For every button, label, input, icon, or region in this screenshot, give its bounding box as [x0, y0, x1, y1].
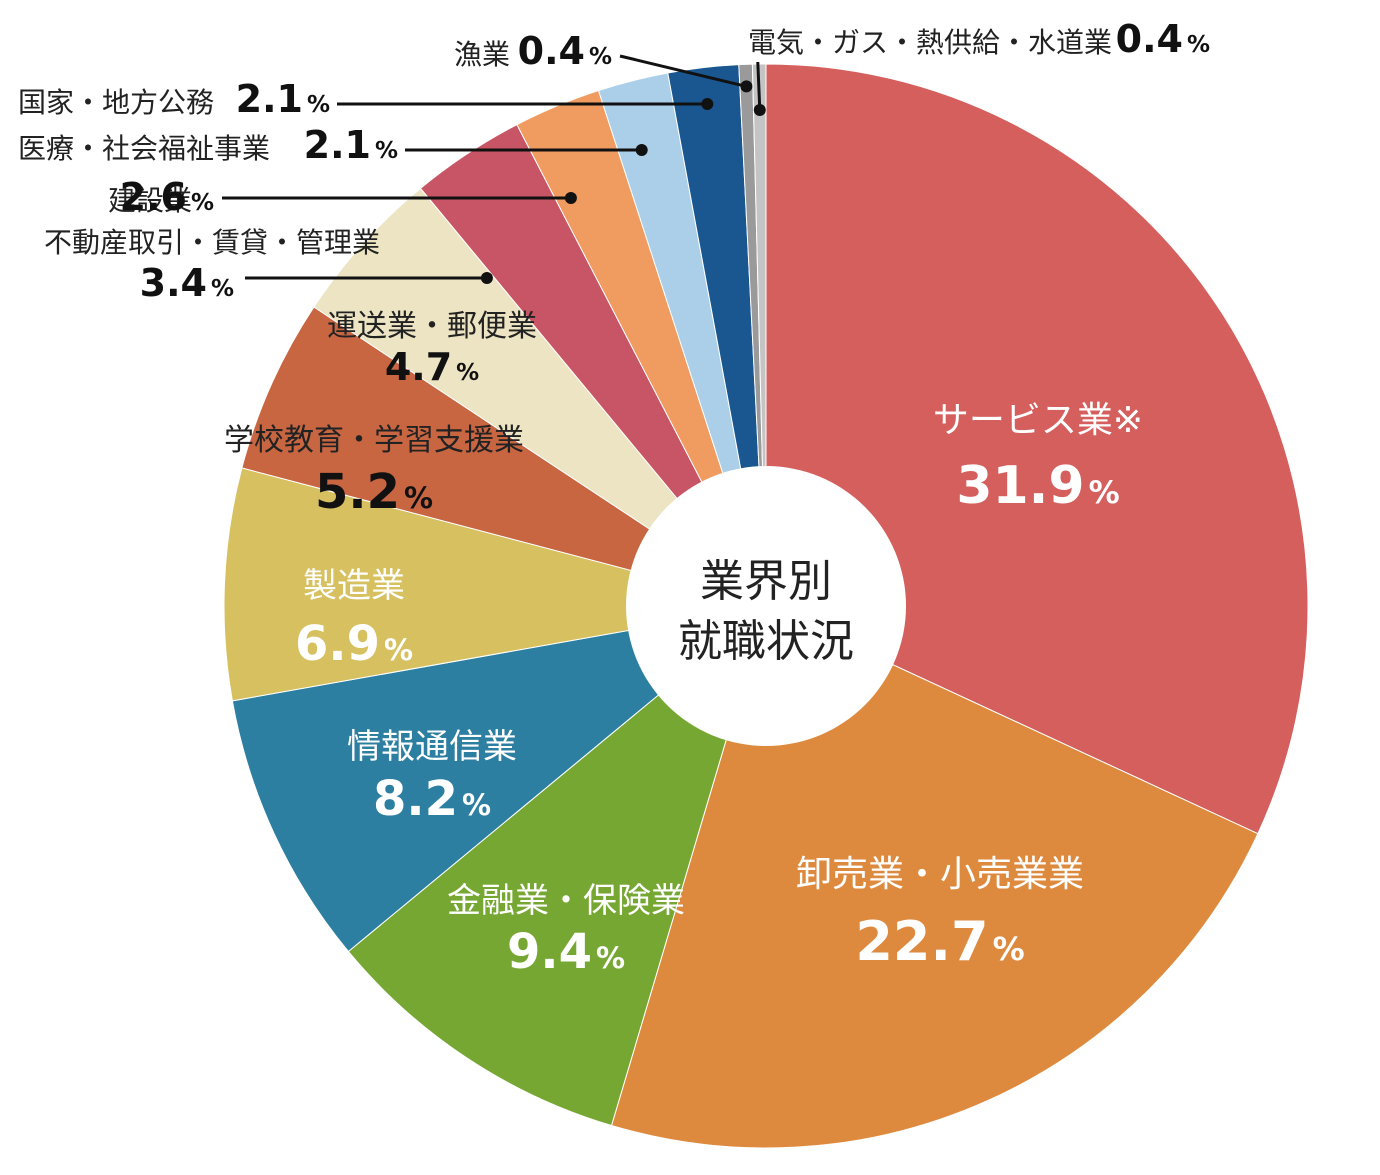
slice-value-6: 4.7%	[385, 345, 479, 389]
slice-value-4: 6.9%	[295, 616, 413, 672]
slice-value-0: 31.9%	[956, 456, 1119, 516]
slice-label-8: 建設業	[108, 184, 192, 217]
slice-value-12: 0.4%	[1116, 17, 1210, 61]
leader-dot-10	[701, 98, 714, 110]
slice-label-12: 電気・ガス・熱供給・水道業	[748, 26, 1112, 59]
pie-slice-2	[347, 604, 767, 1127]
slice-label-4: 製造業	[303, 566, 405, 606]
pie-slice-4	[223, 467, 767, 702]
pie-slice-3	[231, 605, 768, 953]
leader-dot-11	[740, 80, 753, 93]
pie-slice-0	[765, 63, 1309, 835]
slice-label-3: 情報通信業	[347, 727, 517, 767]
center-label-line2: 就職状況	[678, 616, 854, 667]
leader-dot-8	[564, 192, 577, 204]
slice-label-1: 卸売業・小売業業	[796, 854, 1084, 895]
leader-dot-7	[480, 272, 493, 284]
slice-value-3: 8.2%	[373, 771, 491, 827]
slice-value-8: 2.6%	[120, 175, 214, 219]
leader-line-12	[756, 61, 762, 111]
leader-line-11	[619, 54, 747, 88]
center-hole	[626, 466, 906, 746]
slice-value-7: 3.4%	[140, 261, 234, 305]
slice-value-11: 0.4%	[518, 29, 612, 73]
slice-label-10: 国家・地方公務	[18, 86, 214, 119]
slice-label-7: 不動産取引・賃貸・管理業	[44, 226, 380, 259]
leader-dot-12	[753, 104, 766, 116]
slice-label-0: サービス業※	[933, 400, 1143, 441]
pie-slice-5	[241, 306, 767, 607]
slice-label-11: 漁業	[454, 38, 510, 71]
slice-label-2: 金融業・保険業	[447, 881, 685, 921]
slice-value-1: 22.7%	[855, 910, 1024, 973]
pie-slice-6	[313, 187, 767, 607]
center-label-line1: 業界別	[700, 556, 832, 607]
slice-value-5: 5.2%	[315, 464, 433, 520]
slice-value-9: 2.1%	[304, 123, 398, 167]
slice-label-5: 学校教育・学習支援業	[224, 423, 524, 458]
slice-label-9: 医療・社会福祉事業	[18, 132, 270, 165]
slice-label-6: 運送業・郵便業	[327, 309, 537, 344]
leader-dot-9	[635, 144, 648, 156]
slice-value-2: 9.4%	[507, 924, 625, 980]
slice-value-10: 2.1%	[236, 77, 330, 121]
